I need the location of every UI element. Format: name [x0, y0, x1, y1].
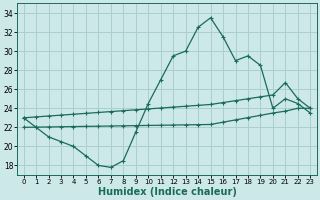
X-axis label: Humidex (Indice chaleur): Humidex (Indice chaleur) [98, 187, 236, 197]
